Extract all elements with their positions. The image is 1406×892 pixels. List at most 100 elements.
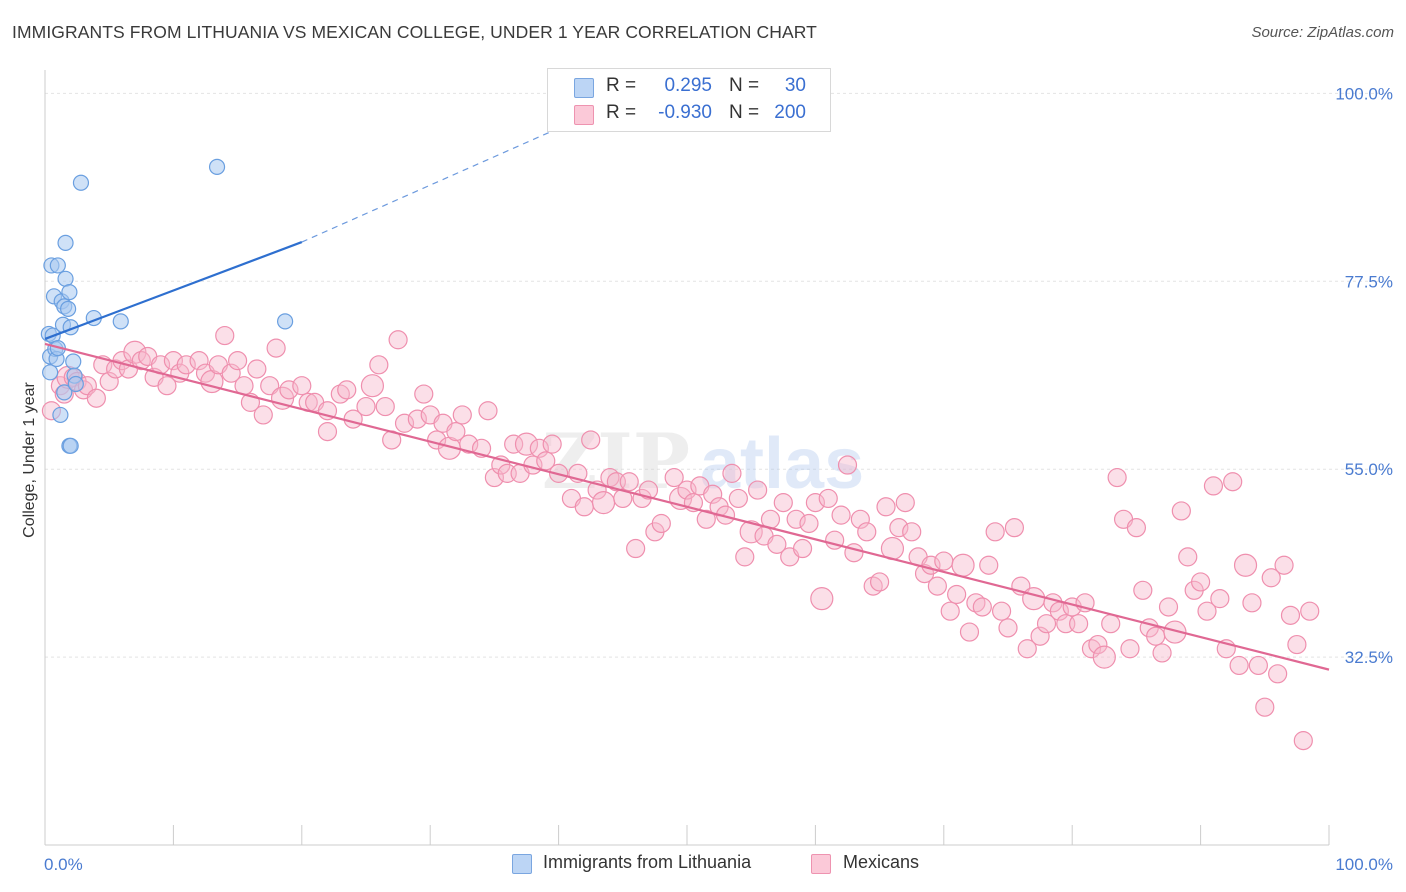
mexicans-point: [619, 472, 639, 492]
lithuania-point: [112, 313, 129, 330]
mexicans-point: [581, 430, 601, 450]
mexicans-point: [591, 491, 616, 515]
mexicans-point: [831, 505, 851, 525]
mexicans-point: [677, 480, 697, 500]
mexicans-point: [1280, 605, 1301, 625]
watermark: ZIP atlas: [542, 417, 864, 506]
mexicans-point: [529, 438, 549, 458]
lithuania-point: [208, 158, 226, 175]
mexicans-point: [773, 493, 793, 513]
mexicans-point: [1197, 601, 1217, 621]
lithuania-point: [57, 270, 74, 287]
lithuania-point: [72, 174, 90, 191]
mexicans-point: [478, 401, 498, 421]
mexicans-point: [163, 351, 183, 371]
mexicans-point: [1146, 626, 1166, 646]
mexicans-point: [1092, 645, 1116, 669]
y-tick-label: 100.0%: [1335, 84, 1393, 103]
mexicans-point: [375, 396, 395, 417]
legend-n-label: N =: [729, 75, 760, 96]
mexicans-point: [651, 513, 671, 534]
mexicans-point: [1255, 697, 1275, 717]
mexicans-point: [1036, 614, 1057, 634]
mexicans-point: [414, 384, 434, 404]
lithuania-point: [49, 257, 66, 274]
mexicans-point: [1268, 664, 1288, 684]
mexicans-point: [388, 330, 408, 350]
mexicans-point: [959, 622, 980, 642]
mexicans-point: [360, 374, 385, 398]
legend-label-lithuania: Immigrants from Lithuania: [543, 852, 752, 872]
mexicans-point: [972, 597, 992, 617]
mexicans-point: [818, 488, 838, 509]
mexicans-point: [1261, 568, 1281, 588]
mexicans-point: [748, 480, 768, 500]
mexicans-point: [221, 363, 241, 383]
axes: [44, 70, 1330, 846]
mexicans-point: [664, 467, 684, 488]
mexicans-point: [394, 413, 415, 433]
mexicans-point: [1120, 639, 1140, 659]
mexicans-point: [889, 518, 909, 538]
mexicans-point: [1287, 634, 1307, 655]
mexicans-point: [869, 572, 890, 592]
mexicans-point: [459, 434, 479, 454]
mexicans-point: [703, 484, 723, 504]
x-tick-label: 0.0%: [44, 855, 83, 874]
mexicans-point: [1171, 501, 1191, 521]
mexicans-point: [728, 488, 748, 509]
mexicans-point: [99, 371, 119, 392]
mexicans-point: [247, 359, 267, 379]
mexicans-point: [998, 618, 1018, 638]
legend-n-value: 200: [774, 102, 806, 123]
tick-labels: 100.0% 77.5% 55.0% 32.5% 0.0% 100.0%: [44, 84, 1393, 874]
legend-swatch-lithuania: [574, 78, 594, 98]
mexicans-point: [626, 538, 646, 559]
lithuania-point: [60, 300, 77, 317]
mexicans-point: [86, 388, 106, 408]
mexicans-point: [176, 355, 196, 375]
mexicans-point: [1030, 626, 1050, 646]
mexicans-point: [1300, 601, 1320, 621]
mexicans-point: [786, 509, 806, 529]
mexicans-point: [452, 405, 472, 425]
mexicans-point: [810, 587, 834, 611]
mexicans-point: [253, 405, 273, 425]
mexicans-point: [1210, 589, 1230, 609]
lithuania-point: [65, 353, 82, 370]
legend-row-lithuania: R = 0.295 N = 30: [548, 75, 830, 101]
legend-r-label: R =: [606, 102, 637, 123]
lithuania-point: [61, 284, 78, 301]
lithuania-point: [67, 375, 84, 393]
mexicans-point: [228, 351, 248, 371]
lithuania-trend-line: [44, 241, 303, 340]
mexicans-point: [895, 493, 915, 513]
mexicans-point: [514, 432, 539, 456]
mexicans-point: [722, 463, 742, 483]
mexicans-point: [504, 434, 524, 454]
series-legend: Immigrants from Lithuania Mexicans: [0, 852, 1406, 878]
legend-swatch-lithuania: [512, 854, 532, 874]
mexicans-point: [337, 380, 357, 400]
mexicans-point: [902, 522, 922, 542]
lithuania-point: [42, 364, 59, 381]
mexicans-point: [1178, 547, 1198, 567]
mexicans-point: [876, 497, 896, 517]
mexicans-point: [157, 376, 177, 396]
mexicans-point: [735, 547, 755, 567]
mexicans-point: [1248, 655, 1268, 676]
lithuania-point: [52, 406, 69, 424]
mexicans-point: [805, 493, 826, 513]
mexicans-point: [1101, 614, 1121, 634]
mexicans-point: [266, 338, 286, 358]
mexicans-point: [1158, 597, 1179, 617]
mexicans-point: [1069, 614, 1089, 634]
mexicans-point: [837, 455, 858, 475]
mexicans-point: [1242, 593, 1262, 613]
source-label: Source: ZipAtlas.com: [1251, 24, 1394, 41]
mexicans-point: [1004, 518, 1025, 538]
y-axis-label: College, Under 1 year: [21, 382, 38, 538]
mexicans-point: [927, 576, 947, 596]
mexicans-point: [189, 351, 209, 371]
